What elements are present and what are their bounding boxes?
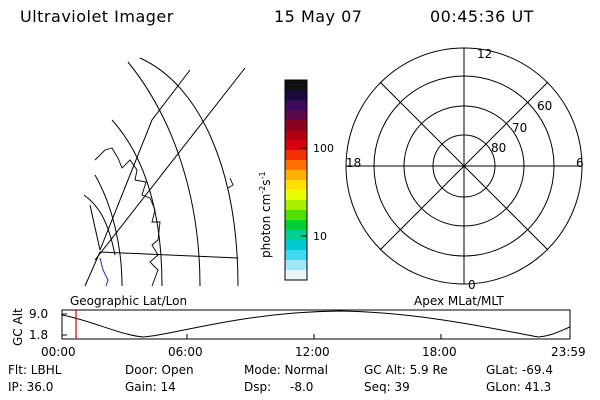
glon-status: GLon: 41.3 [486,380,552,394]
colorbar-segment [285,230,307,241]
mlt-label-6: 6 [576,156,584,170]
timeline-xtick-2359: 23:59 [551,345,586,359]
timeline-plot [61,309,571,340]
colorbar-tick-label-100: 100 [313,142,334,155]
colorbar-segment [285,80,307,91]
dsp-label: Dsp: [244,380,272,394]
colorbar [285,80,307,281]
lat-label-60: 60 [537,99,553,113]
filter-status: Flt: LBHL [8,363,62,377]
colorbar-segment [285,150,307,161]
colorbar-segment [285,100,307,111]
colorbar-segment [285,170,307,181]
timeline-ytick-min: 1.8 [29,328,49,342]
mlt-label-18: 18 [346,156,362,170]
colorbar-segment [285,260,307,271]
colorbar-segment [285,220,307,231]
colorbar-segment [285,160,307,171]
time-label: 00:45:36 UT [430,7,534,26]
mlt-label-0: 0 [468,278,476,292]
timeline-xtick-0600: 06:00 [168,345,203,359]
gain-status: Gain: 14 [125,380,176,394]
timeline-xtick-1200: 12:00 [295,345,330,359]
colorbar-segment [285,190,307,201]
timeline-xtick-1800: 18:00 [422,345,457,359]
polar-panel-label: Apex MLat/MLT [414,294,504,308]
colorbar-segment [285,130,307,141]
colorbar-tick-label-10: 10 [313,230,327,243]
colorbar-segment [285,270,307,281]
seq-status: Seq: 39 [364,380,410,394]
dsp-value: -8.0 [290,380,314,394]
instrument-title: Ultraviolet Imager [20,7,174,26]
colorbar-segment [285,210,307,221]
timeline-xtick-0000: 00:00 [41,345,76,359]
timeline-ylabel: GC Alt [11,308,25,346]
colorbar-segment [285,140,307,151]
geographic-panel-label: Geographic Lat/Lon [70,294,188,308]
glat-status: GLat: -69.4 [486,363,553,377]
colorbar-title: photon cm-2s-1 [258,171,273,258]
colorbar-frame [284,79,308,281]
colorbar-segment [285,90,307,101]
door-status: Door: Open [125,363,194,377]
gcalt-status: GC Alt: 5.9 Re [364,363,448,377]
colorbar-segment [285,110,307,121]
ip-status: IP: 36.0 [8,380,54,394]
timeline-ytick-max: 9.0 [29,307,49,321]
colorbar-segment [285,250,307,261]
polar-grid [345,47,583,285]
mlt-label-12: 12 [477,47,493,61]
colorbar-segment [285,180,307,191]
lat-label-70: 70 [512,121,528,135]
colorbar-segment [285,200,307,211]
mode-status: Mode: Normal [244,363,328,377]
date-label: 15 May 07 [274,7,363,26]
colorbar-segment [285,120,307,131]
colorbar-segment [285,240,307,251]
geographic-map [83,57,246,287]
lat-label-80: 80 [491,141,507,155]
